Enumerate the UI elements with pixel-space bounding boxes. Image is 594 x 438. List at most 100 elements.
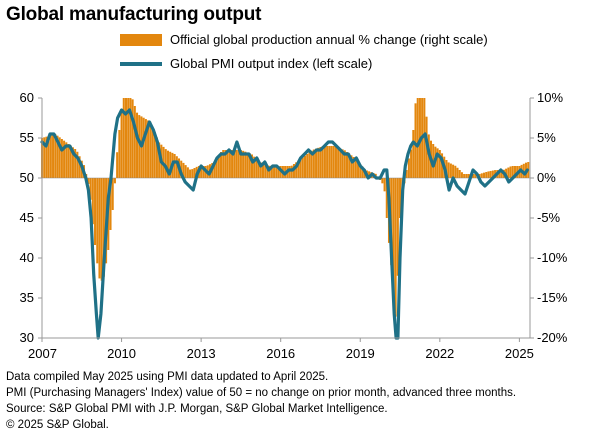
production-bar <box>498 170 501 178</box>
right-tick-label: 0% <box>537 170 556 185</box>
production-bar <box>407 158 410 178</box>
production-bar <box>193 168 196 178</box>
production-bar <box>483 172 486 178</box>
production-bar <box>337 147 340 178</box>
left-tick-label: 40 <box>20 250 34 265</box>
production-bar <box>136 112 139 178</box>
production-bar <box>310 150 313 178</box>
production-bar <box>511 166 514 178</box>
production-bar <box>308 152 311 178</box>
right-tick-label: -20% <box>537 330 568 345</box>
production-bar <box>319 147 322 178</box>
production-bar <box>228 150 231 178</box>
production-bar <box>71 147 74 178</box>
production-bar <box>352 157 355 178</box>
note-source: Source: S&P Global PMI with J.P. Morgan,… <box>6 403 388 415</box>
production-bar <box>456 167 459 178</box>
pmi-line <box>40 108 529 340</box>
production-bar <box>158 142 161 178</box>
legend-label-pmi: Global PMI output index (left scale) <box>170 56 373 71</box>
production-bar <box>277 166 280 178</box>
production-bar <box>405 170 408 178</box>
legend-swatch-line <box>120 61 162 66</box>
left-tick-label: 50 <box>20 170 34 185</box>
production-bar <box>52 134 55 178</box>
production-bar <box>436 148 439 178</box>
x-tick-label: 2007 <box>28 346 57 361</box>
production-bar <box>339 148 342 178</box>
x-tick-label: 2025 <box>505 346 534 361</box>
production-bar <box>295 162 298 178</box>
production-bar <box>303 155 307 178</box>
production-bar <box>76 151 79 178</box>
production-bar <box>133 106 136 178</box>
production-bar <box>111 178 114 210</box>
production-bar <box>45 136 48 178</box>
left-tick-label: 60 <box>20 90 34 105</box>
production-bar <box>78 156 81 178</box>
production-bar <box>191 169 194 178</box>
production-bar <box>164 149 167 178</box>
production-bar <box>509 166 512 178</box>
production-bar <box>396 178 399 276</box>
footnotes: Data compiled May 2025 using PMI data up… <box>6 369 516 433</box>
production-bar <box>323 146 326 178</box>
production-bar <box>449 163 452 178</box>
production-bar <box>213 162 216 178</box>
production-bar <box>231 150 234 178</box>
legend-label-production: Official global production annual % chan… <box>170 32 488 47</box>
production-bar <box>348 153 351 178</box>
right-tick-label: 10% <box>537 90 563 105</box>
production-bar <box>361 166 364 178</box>
legend-item-pmi: Global PMI output index (left scale) <box>120 56 372 71</box>
production-bar <box>438 150 441 178</box>
production-bar <box>513 166 516 178</box>
production-bar <box>116 152 119 178</box>
production-bar <box>485 172 488 178</box>
production-bar <box>122 98 125 178</box>
production-bar <box>261 163 265 178</box>
production-bar <box>330 146 333 178</box>
production-bar <box>290 165 293 178</box>
production-bar <box>334 146 337 178</box>
production-bar <box>100 178 103 281</box>
production-bar <box>321 146 324 178</box>
production-bar <box>49 135 52 178</box>
production-bar <box>460 172 463 178</box>
production-bar <box>155 137 158 178</box>
production-bar <box>312 149 315 178</box>
production-bar <box>275 166 278 178</box>
production-bar <box>186 167 189 178</box>
production-bar <box>94 178 97 245</box>
production-bar <box>471 174 474 178</box>
production-bar <box>487 171 490 178</box>
production-bar <box>69 145 72 178</box>
chart-area: 30 35 40 45 50 55 60 10% 5% 0% -5% -10% -15% -20% 2007… <box>20 90 568 361</box>
production-bar <box>343 150 346 178</box>
production-bar <box>463 174 466 178</box>
production-bar <box>266 165 269 178</box>
legend-swatch-bar <box>120 33 162 46</box>
production-bar <box>173 154 176 178</box>
production-bar <box>175 156 178 178</box>
left-tick-label: 30 <box>20 330 34 345</box>
production-bar <box>465 174 468 178</box>
note-copyright: © 2025 S&P Global. <box>6 419 109 431</box>
chart-title: Global manufacturing output <box>6 4 262 25</box>
production-bar <box>385 178 388 218</box>
production-bar <box>224 150 227 178</box>
production-bar <box>182 162 185 178</box>
production-bar <box>383 178 386 192</box>
legend-item-production: Official global production annual % chan… <box>120 32 488 47</box>
axes: 30 35 40 45 50 55 60 10% 5% 0% -5% -10% -15% -20% 2007… <box>20 90 568 361</box>
production-bar <box>299 159 302 178</box>
production-bar <box>392 178 395 290</box>
production-bar <box>381 178 384 184</box>
production-bar <box>235 150 238 178</box>
note-pmi-definition: PMI (Purchasing Managers' Index) value o… <box>6 387 517 399</box>
left-tick-label: 55 <box>20 130 34 145</box>
production-bar <box>222 150 225 178</box>
production-bar <box>98 178 101 279</box>
production-bar <box>109 178 112 230</box>
production-bar <box>242 150 245 178</box>
